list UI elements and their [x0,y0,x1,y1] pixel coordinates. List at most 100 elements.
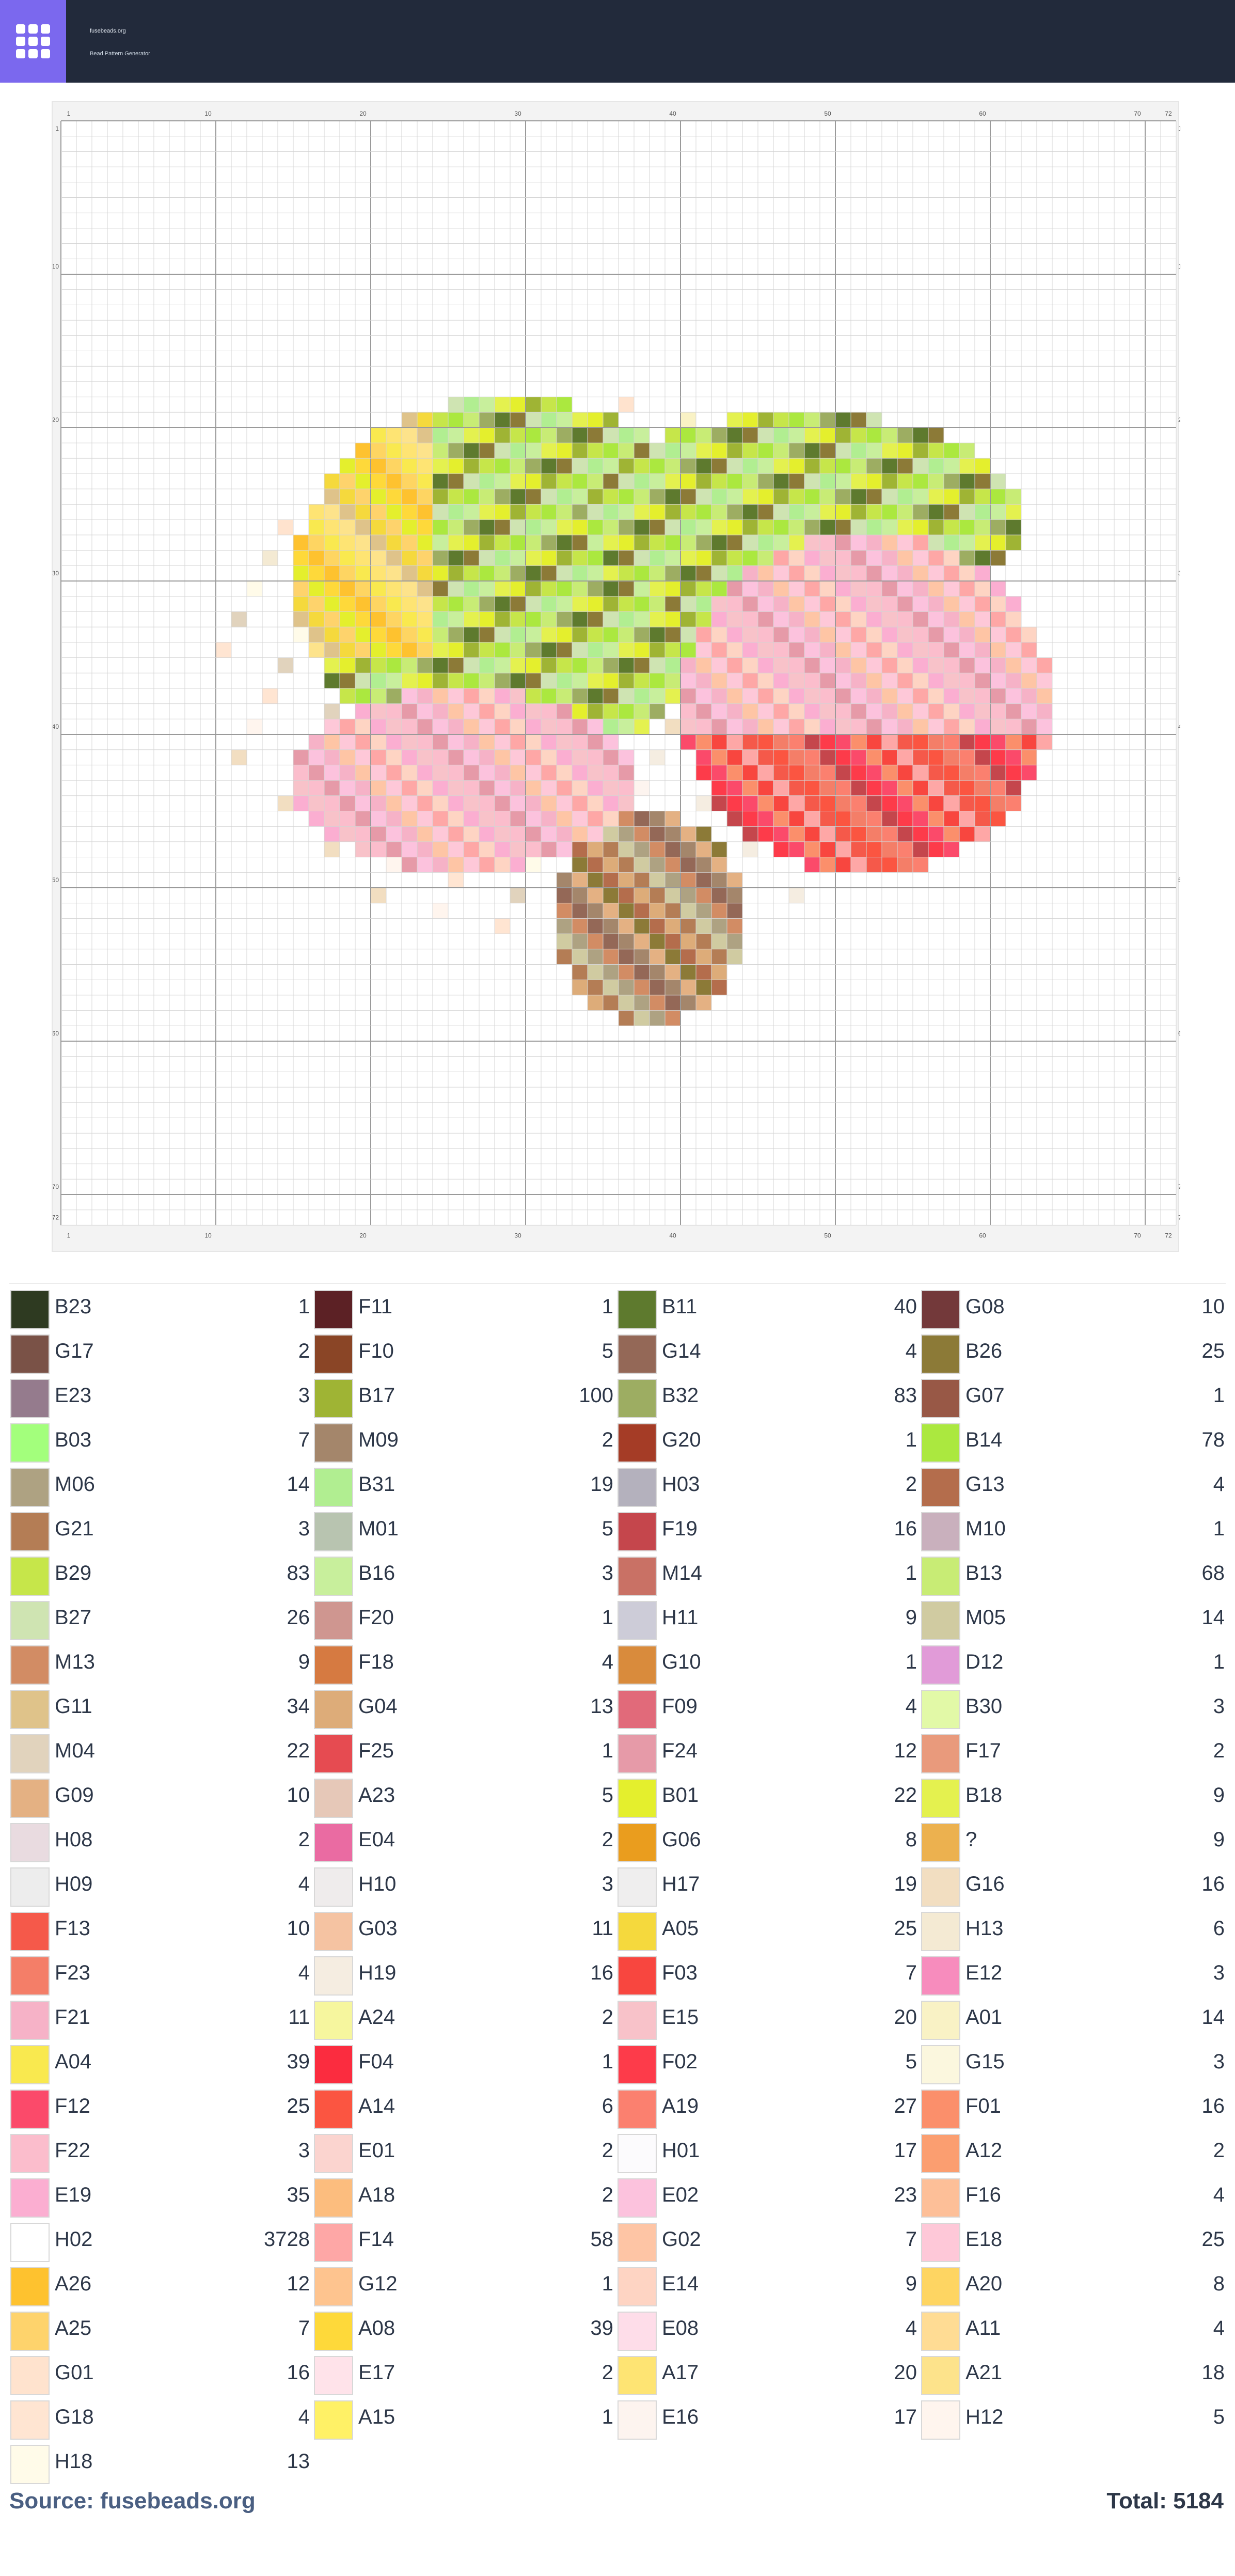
color-swatch [921,1601,960,1640]
bead-cell [789,749,804,765]
bead-cell [495,811,510,827]
bead-cell [541,780,557,796]
logo[interactable] [0,0,66,83]
bead-cell [820,657,835,673]
bead-cell [804,550,820,566]
bead-cell [711,596,727,612]
bead-cell [680,596,696,612]
bead-cell [742,749,758,765]
bead-cell [665,949,680,965]
color-swatch [10,1557,50,1596]
bead-cell [804,504,820,520]
bead-cell [355,627,371,642]
bead-cell [851,458,866,474]
color-swatch [10,2312,50,2351]
bead-cell [495,918,510,934]
site-domain[interactable]: fusebeads.org [90,28,126,34]
bead-cell [789,428,804,443]
bead-cell [975,596,990,612]
bead-cell [866,734,882,750]
bead-cell [928,765,944,781]
bead-cell [324,611,340,627]
color-swatch [618,2400,657,2440]
row-tick-label: 72 [53,1214,59,1221]
bead-cell [448,412,464,428]
bead-cell [742,611,758,627]
bead-cell [959,703,975,719]
bead-cell [309,535,324,551]
legend-item: A20 8 [921,2262,1225,2306]
color-swatch [921,2178,960,2218]
bead-cell [897,581,913,596]
legend-item: H12 5 [921,2395,1225,2440]
bead-cell [371,734,386,750]
bead-cell [851,474,866,489]
bead-cell [448,443,464,459]
bead-cell [417,412,433,428]
bead-cell [340,673,355,688]
bead-cell [990,581,1006,596]
bead-code: D12 [965,1651,1004,1673]
bead-cell [773,688,789,704]
bead-cell [1006,703,1021,719]
bead-count: 4 [298,1873,310,1895]
bead-cell [526,520,541,535]
bead-cell [603,657,619,673]
source-label[interactable]: Source: fusebeads.org [9,2488,256,2514]
color-swatch [618,2312,657,2351]
bead-cell [402,749,417,765]
bead-cell [324,749,340,765]
bead-cell [975,734,990,750]
bead-cell [650,703,665,719]
bead-cell [634,1010,650,1026]
bead-cell [448,703,464,719]
bead-cell [417,627,433,642]
bead-cell [835,673,851,688]
bead-cell [1006,688,1021,704]
bead-cell [479,780,495,796]
bead-count: 2 [1213,2139,1225,2162]
bead-cell [851,857,866,873]
bead-count: 1 [601,1295,613,1318]
bead-cell [727,780,742,796]
bead-count: 10 [287,1917,310,1940]
bead-cell [588,734,603,750]
bead-cell [588,566,603,581]
bead-cell [913,428,928,443]
bead-cell [526,581,541,596]
bead-cell [680,719,696,734]
bead-cell [355,657,371,673]
bead-cell [495,749,510,765]
color-swatch [618,2001,657,2040]
bead-cell [557,888,572,903]
legend-item: E08 4 [618,2306,917,2351]
bead-cell [340,780,355,796]
bead-cell [696,980,711,995]
bead-code: B01 [662,1784,699,1807]
bead-cell [448,719,464,734]
bead-cell [711,627,727,642]
bead-cell [479,504,495,520]
bead-cell [758,504,773,520]
bead-cell [1006,734,1021,750]
bead-cell [541,642,557,658]
bead-cell [526,673,541,688]
bead-cell [866,749,882,765]
legend-item: F23 4 [10,1951,310,1996]
bead-cell [557,489,572,505]
legend-item: H18 13 [10,2440,310,2484]
bead-cell [433,642,448,658]
bead-cell [603,857,619,873]
column-tick-label: 10 [204,110,212,117]
bead-cell [975,489,990,505]
bead-cell [526,688,541,704]
bead-cell [588,964,603,980]
bead-cell [541,811,557,827]
bead-code: H09 [55,1873,93,1895]
bead-cell [417,734,433,750]
bead-cell [634,872,650,888]
legend-item: A17 20 [618,2351,917,2395]
bead-cell [665,443,680,459]
bead-cell [665,535,680,551]
bead-cell [711,657,727,673]
